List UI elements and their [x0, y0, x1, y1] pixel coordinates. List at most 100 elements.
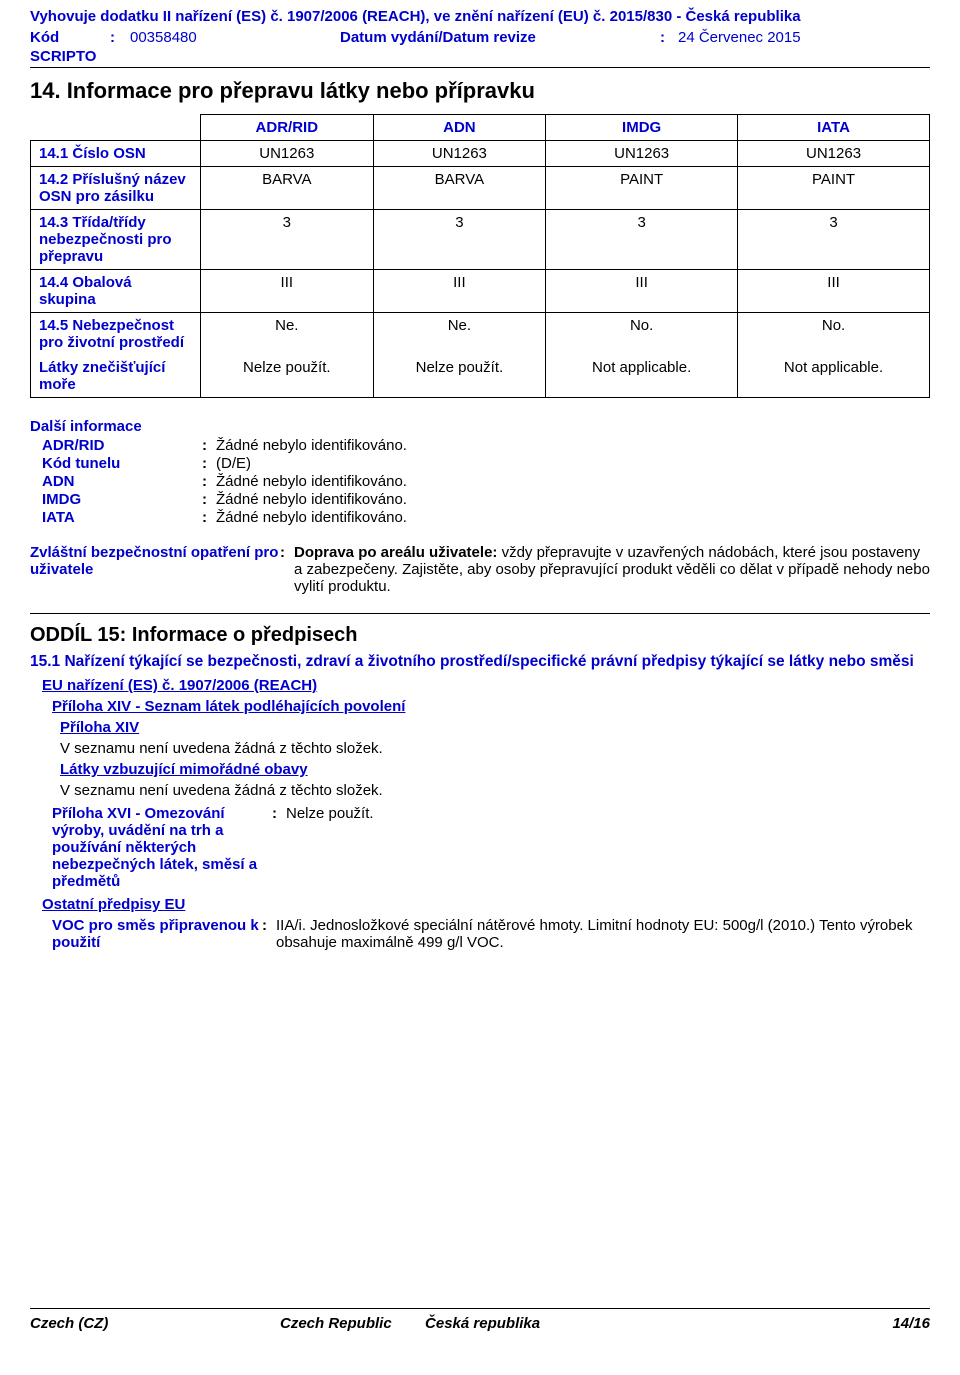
cell: Ne. — [201, 313, 374, 356]
reach-heading: EU nařízení (ES) č. 1907/2006 (REACH) — [42, 677, 930, 694]
info-label: Kód tunelu — [42, 455, 202, 472]
cell: UN1263 — [738, 141, 930, 167]
annex17-row: Příloha XVI - Omezování výroby, uvádění … — [52, 805, 930, 890]
colon: : — [202, 491, 216, 508]
table-row: 14.2 Příslušný název OSN pro zásilku BAR… — [31, 167, 930, 210]
row-label: 14.5 Nebezpečnost pro životní prostředí — [31, 313, 201, 356]
table-row: 14.1 Číslo OSN UN1263 UN1263 UN1263 UN12… — [31, 141, 930, 167]
footer-lang: Czech (CZ) — [30, 1315, 280, 1332]
colon: : — [280, 544, 294, 595]
info-label: IATA — [42, 509, 202, 526]
info-value: Žádné nebylo identifikováno. — [216, 509, 930, 526]
footer-country-cz: Česká republika — [425, 1315, 540, 1332]
info-row: IATA : Žádné nebylo identifikováno. — [42, 509, 930, 526]
cell: PAINT — [738, 167, 930, 210]
table-row: Látky znečišťující moře Nelze použít. Ne… — [31, 355, 930, 398]
info-label: ADN — [42, 473, 202, 490]
voc-label: VOC pro směs připravenou k použití — [52, 917, 262, 951]
colon: : — [110, 29, 130, 46]
table-header-row: ADR/RID ADN IMDG IATA — [31, 115, 930, 141]
blank-header — [31, 115, 201, 141]
info-value: Žádné nebylo identifikováno. — [216, 473, 930, 490]
footer-separator — [30, 1308, 930, 1309]
svhc-heading: Látky vzbuzující mimořádné obavy — [60, 761, 930, 778]
voc-value: IIA/i. Jednosložkové speciální nátěrové … — [276, 917, 930, 951]
not-listed-text: V seznamu není uvedena žádná z těchto sl… — [60, 740, 930, 757]
row-label: 14.1 Číslo OSN — [31, 141, 201, 167]
annex14-list-heading: Příloha XIV - Seznam látek podléhajících… — [52, 698, 930, 715]
cell: 3 — [373, 210, 546, 270]
section-14-title: 14. Informace pro přepravu látky nebo př… — [30, 78, 930, 104]
datum-label: Datum vydání/Datum revize — [340, 29, 660, 46]
info-label: ADR/RID — [42, 437, 202, 454]
info-value: Žádné nebylo identifikováno. — [216, 491, 930, 508]
special-label: Zvláštní bezpečnostní opatření pro uživa… — [30, 544, 280, 595]
cell: 3 — [738, 210, 930, 270]
section-15-1-title: 15.1 Nařízení týkající se bezpečnosti, z… — [30, 653, 930, 671]
cell: UN1263 — [373, 141, 546, 167]
special-lead: Doprava po areálu uživatele: — [294, 544, 497, 561]
col-adn: ADN — [373, 115, 546, 141]
colon: : — [660, 29, 678, 46]
annex14-heading: Příloha XIV — [60, 719, 930, 736]
datum-value: 24 Červenec 2015 — [678, 29, 801, 46]
footer-page: 14/16 — [892, 1315, 930, 1332]
page-footer: Czech (CZ) Czech Republic Česká republik… — [30, 1308, 930, 1332]
cell: III — [738, 270, 930, 313]
footer-row: Czech (CZ) Czech Republic Česká republik… — [30, 1315, 930, 1332]
cell: No. — [546, 313, 738, 356]
cell: III — [546, 270, 738, 313]
colon: : — [272, 805, 286, 890]
row-label: 14.3 Třída/třídy nebezpečnosti pro přepr… — [31, 210, 201, 270]
footer-country-en: Czech Republic — [280, 1315, 392, 1332]
info-row: Kód tunelu : (D/E) — [42, 455, 930, 472]
annex17-label: Příloha XVI - Omezování výroby, uvádění … — [52, 805, 272, 890]
further-info-title: Další informace — [30, 418, 930, 435]
row-label: 14.4 Obalová skupina — [31, 270, 201, 313]
cell: Not applicable. — [546, 355, 738, 398]
table-row: 14.4 Obalová skupina III III III III — [31, 270, 930, 313]
row-label: 14.2 Příslušný název OSN pro zásilku — [31, 167, 201, 210]
info-row: ADR/RID : Žádné nebylo identifikováno. — [42, 437, 930, 454]
col-iata: IATA — [738, 115, 930, 141]
kod-value: 00358480 — [130, 29, 340, 46]
special-value: Doprava po areálu uživatele: vždy přepra… — [294, 544, 930, 595]
cell: Nelze použít. — [373, 355, 546, 398]
header-compliance: Vyhovuje dodatku II nařízení (ES) č. 190… — [30, 8, 930, 25]
cell: III — [201, 270, 374, 313]
special-precautions-row: Zvláštní bezpečnostní opatření pro uživa… — [30, 544, 930, 595]
table-row: 14.5 Nebezpečnost pro životní prostředí … — [31, 313, 930, 356]
cell: BARVA — [201, 167, 374, 210]
cell: PAINT — [546, 167, 738, 210]
colon: : — [202, 455, 216, 472]
page: Vyhovuje dodatku II nařízení (ES) č. 190… — [0, 0, 960, 1340]
info-row: IMDG : Žádné nebylo identifikováno. — [42, 491, 930, 508]
footer-country: Czech Republic Česká republika — [280, 1315, 892, 1332]
voc-row: VOC pro směs připravenou k použití : IIA… — [52, 917, 930, 951]
cell: No. — [738, 313, 930, 356]
transport-table: ADR/RID ADN IMDG IATA 14.1 Číslo OSN UN1… — [30, 114, 930, 398]
cell: BARVA — [373, 167, 546, 210]
other-eu-heading: Ostatní předpisy EU — [42, 896, 930, 913]
not-listed-text: V seznamu není uvedena žádná z těchto sl… — [60, 782, 930, 799]
cell: 3 — [201, 210, 374, 270]
header-separator — [30, 67, 930, 68]
cell: 3 — [546, 210, 738, 270]
col-adr: ADR/RID — [201, 115, 374, 141]
cell: Ne. — [373, 313, 546, 356]
cell: III — [373, 270, 546, 313]
section-separator — [30, 613, 930, 614]
info-row: ADN : Žádné nebylo identifikováno. — [42, 473, 930, 490]
table-row: 14.3 Třída/třídy nebezpečnosti pro přepr… — [31, 210, 930, 270]
cell: Not applicable. — [738, 355, 930, 398]
cell: UN1263 — [546, 141, 738, 167]
section-15-title: ODDÍL 15: Informace o předpisech — [30, 624, 930, 647]
col-imdg: IMDG — [546, 115, 738, 141]
row-sublabel: Látky znečišťující moře — [31, 355, 201, 398]
colon: : — [202, 473, 216, 490]
kod-label: Kód — [30, 29, 110, 46]
header-scripto: SCRIPTO — [30, 48, 930, 65]
further-info-block: Další informace ADR/RID : Žádné nebylo i… — [30, 418, 930, 526]
info-value: (D/E) — [216, 455, 930, 472]
info-label: IMDG — [42, 491, 202, 508]
